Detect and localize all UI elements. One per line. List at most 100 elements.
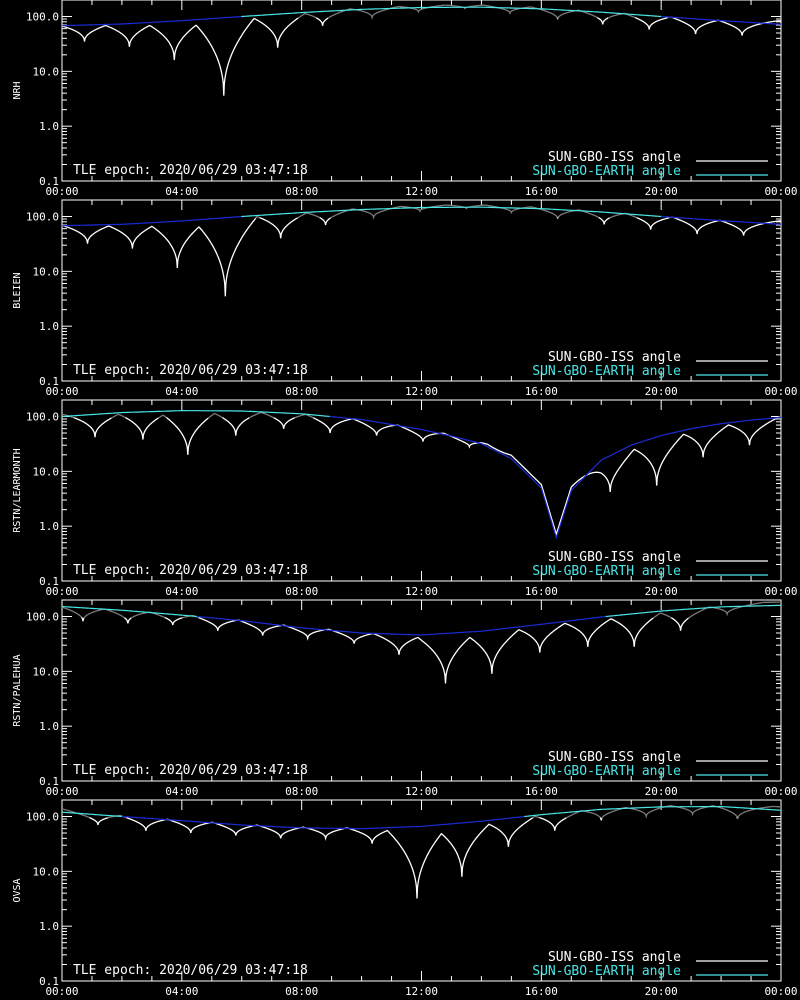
y-tick-label: 10.0	[33, 865, 60, 878]
y-tick-label: 100.0	[26, 611, 59, 624]
x-tick-label: 08:00	[285, 585, 318, 598]
iss-angle-line	[61, 606, 82, 618]
y-tick-label: 0.1	[39, 375, 59, 388]
y-tick-label: 0.1	[39, 175, 59, 188]
earth-angle-line	[62, 410, 330, 418]
earth-angle-series	[62, 6, 781, 27]
y-tick-label: 1.0	[39, 920, 59, 933]
x-tick-label: 00:00	[764, 585, 797, 598]
earth-angle-line	[61, 605, 197, 618]
iss-angle-line	[61, 217, 257, 297]
earth-angle-line	[241, 6, 662, 18]
legend-iss-label: SUN-GBO-ISS angle	[548, 950, 681, 965]
x-tick-label: 16:00	[525, 785, 558, 798]
station-label: RSTN/LEARMONTH	[12, 448, 23, 532]
x-tick-label: 16:00	[525, 385, 558, 398]
iss-angle-line	[111, 413, 126, 419]
earth-angle-line	[661, 15, 781, 25]
panel-bleien: 0.1 1.0 10.0 100.0 00:00 04:00 08:00 12:00 16:00…	[12, 199, 798, 398]
iss-angle-line	[596, 17, 609, 25]
iss-angle-line	[61, 17, 299, 96]
iss-angle-line	[73, 417, 112, 438]
iss-angle-line	[123, 617, 132, 624]
earth-angle-line	[329, 415, 781, 540]
x-tick-label: 20:00	[645, 785, 678, 798]
tle-epoch-label: TLE epoch: 2020/06/29 03:47:18	[73, 963, 308, 978]
iss-angle-line	[599, 817, 603, 821]
iss-angle-line	[164, 616, 183, 626]
station-label: RSTN/PALEHUA	[12, 654, 23, 726]
x-tick-label: 12:00	[405, 585, 438, 598]
panel-nrh: 0.1 1.0 10.0 100.0 00:00 04:00 08:00 12:00 16:00…	[12, 0, 798, 198]
legend-earth-label: SUN-GBO-EARTH angle	[532, 564, 681, 579]
iss-angle-line	[89, 816, 109, 826]
y-tick-label: 1.0	[39, 520, 59, 533]
earth-angle-series	[61, 604, 781, 636]
panel-rstn-learmonth: 0.1 1.0 10.0 100.0 00:00 04:00 08:00 12:00 16:00…	[12, 399, 798, 598]
iss-angle-line	[319, 216, 332, 226]
iss-angle-line	[652, 612, 672, 619]
iss-angle-line	[297, 13, 317, 19]
tle-epoch-label: TLE epoch: 2020/06/29 03:47:18	[73, 163, 308, 178]
legend-iss-label: SUN-GBO-ISS angle	[548, 550, 681, 565]
x-tick-label: 16:00	[525, 585, 558, 598]
x-tick-label: 16:00	[525, 985, 558, 998]
y-tick-label: 100.0	[26, 411, 59, 424]
earth-angle-line	[524, 805, 782, 818]
iss-angle-line	[598, 216, 610, 225]
earth-angle-series	[62, 805, 782, 830]
iss-angle-line	[198, 617, 654, 684]
y-tick-label: 100.0	[26, 11, 59, 24]
iss-angle-line	[312, 417, 778, 537]
x-tick-label: 04:00	[165, 385, 198, 398]
x-tick-label: 00:00	[45, 185, 78, 198]
station-label: OVSA	[12, 878, 23, 902]
iss-angle-line	[539, 816, 567, 831]
iss-angle-series	[61, 411, 782, 537]
x-tick-label: 20:00	[645, 985, 678, 998]
y-tick-label: 100.0	[26, 811, 59, 824]
x-tick-label: 00:00	[45, 985, 78, 998]
x-tick-label: 20:00	[645, 185, 678, 198]
y-tick-label: 100.0	[26, 211, 59, 224]
y-tick-label: 0.1	[39, 775, 59, 788]
iss-angle-line	[297, 212, 320, 219]
iss-angle-line	[255, 215, 260, 219]
y-tick-label: 0.1	[39, 575, 59, 588]
iss-angle-line	[670, 617, 689, 631]
iss-angle-line	[126, 816, 534, 899]
y-tick-label: 1.0	[39, 720, 59, 733]
x-tick-label: 00:00	[764, 785, 797, 798]
iss-angle-line	[158, 414, 167, 419]
earth-angle-line	[605, 604, 781, 618]
iss-angle-line	[80, 616, 85, 622]
iss-angle-line	[165, 416, 209, 455]
y-tick-label: 1.0	[39, 120, 59, 133]
legend-iss-label: SUN-GBO-ISS angle	[548, 750, 681, 765]
legend-iss-label: SUN-GBO-ISS angle	[548, 150, 681, 165]
x-tick-label: 00:00	[45, 785, 78, 798]
tle-epoch-label: TLE epoch: 2020/06/29 03:47:18	[73, 763, 308, 778]
y-tick-label: 0.1	[39, 975, 59, 988]
iss-angle-line	[634, 16, 668, 30]
panel-rstn-palehua: 0.1 1.0 10.0 100.0 00:00 04:00 08:00 12:00 16:00…	[12, 599, 798, 798]
iss-angle-line	[207, 412, 223, 419]
iss-angle-line	[736, 805, 781, 820]
y-tick-label: 10.0	[33, 465, 60, 478]
x-tick-label: 00:00	[764, 985, 797, 998]
x-tick-label: 00:00	[45, 385, 78, 398]
x-tick-label: 12:00	[405, 185, 438, 198]
iss-angle-line	[248, 411, 274, 419]
x-tick-label: 12:00	[405, 785, 438, 798]
x-tick-label: 00:00	[45, 585, 78, 598]
tle-epoch-label: TLE epoch: 2020/06/29 03:47:18	[73, 563, 308, 578]
legend-earth-label: SUN-GBO-EARTH angle	[532, 364, 681, 379]
iss-angle-line	[259, 217, 299, 239]
earth-angle-series	[62, 206, 781, 227]
iss-angle-line	[294, 413, 314, 419]
iss-angle-line	[557, 209, 600, 220]
legend-earth-label: SUN-GBO-EARTH angle	[532, 964, 681, 979]
iss-angle-line	[636, 216, 670, 230]
